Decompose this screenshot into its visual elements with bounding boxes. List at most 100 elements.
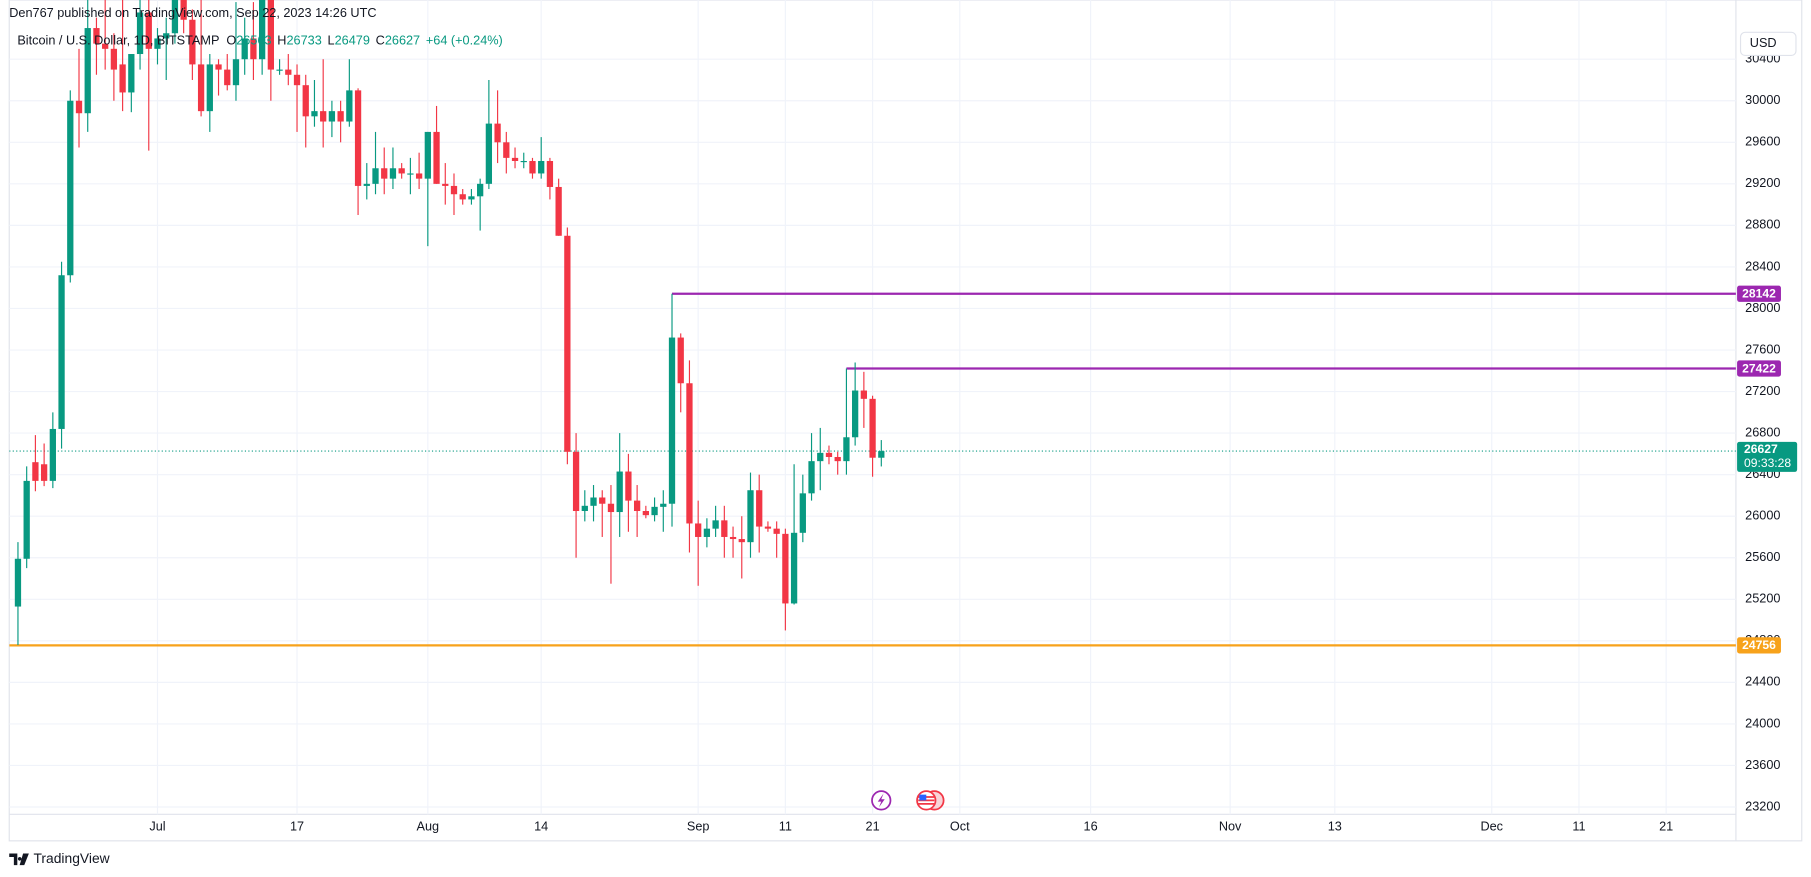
candle-body xyxy=(433,131,440,184)
x-tick-label: 16 xyxy=(1084,819,1098,833)
last-price-label: 26627 xyxy=(1744,442,1778,456)
candle-body xyxy=(721,520,728,537)
candle-body xyxy=(206,64,213,112)
plot xyxy=(9,0,1736,647)
candle-body xyxy=(136,12,144,55)
candle-body xyxy=(852,390,859,438)
candle-body xyxy=(224,69,231,86)
ohlc-letter: O xyxy=(226,34,236,48)
change: +64 (+0.24%) xyxy=(426,34,503,48)
ohlc-letter: H xyxy=(277,34,286,48)
candle-body xyxy=(442,183,449,186)
candle-body xyxy=(616,471,623,513)
candle-body xyxy=(346,90,353,122)
candle-body xyxy=(782,533,789,604)
x-tick-label: Nov xyxy=(1219,819,1242,833)
y-tick-label: 25600 xyxy=(1745,550,1780,564)
candle-body xyxy=(102,43,109,49)
candle-body xyxy=(276,69,283,71)
candle-body xyxy=(668,337,676,504)
candle-body xyxy=(834,456,841,462)
candle-body xyxy=(49,428,56,481)
currency-button[interactable] xyxy=(1739,31,1797,57)
candle-body xyxy=(40,464,48,481)
currency[interactable]: USD xyxy=(1750,36,1777,50)
candle-body xyxy=(538,160,545,174)
x-tick-label: Dec xyxy=(1480,819,1503,833)
candle-body xyxy=(773,528,780,534)
candle-body xyxy=(590,497,597,506)
x-tick-label: 11 xyxy=(779,819,792,833)
candle-body xyxy=(572,451,580,512)
y-tick-label: 23200 xyxy=(1745,799,1780,813)
chart-frame xyxy=(8,0,1803,842)
candle-body xyxy=(163,33,170,39)
candle-body xyxy=(250,38,257,60)
candle-body xyxy=(154,38,161,49)
candle-body xyxy=(84,28,91,114)
candle-body xyxy=(625,471,632,501)
candle-body xyxy=(14,558,22,607)
candle-body xyxy=(546,160,554,187)
candle-body xyxy=(633,500,641,512)
y-tick-label: 25200 xyxy=(1745,592,1780,606)
candle-body xyxy=(494,123,501,143)
ohlc-value: 26627 xyxy=(385,34,420,48)
candle-body xyxy=(686,383,693,524)
y-tick-label: 26800 xyxy=(1745,425,1780,439)
x-tick-label: 21 xyxy=(866,819,880,833)
y-tick-label: 29200 xyxy=(1745,176,1780,190)
candle-body xyxy=(285,69,292,75)
candle-body xyxy=(747,490,754,543)
x-tick-label: 17 xyxy=(290,819,304,833)
candle-body xyxy=(189,19,196,65)
brand-logo xyxy=(9,853,29,866)
x-tick-label: 13 xyxy=(1328,819,1342,833)
x-tick-label: Sep xyxy=(687,819,710,833)
candle-body xyxy=(651,506,658,516)
candle-body xyxy=(424,131,431,179)
candle-body xyxy=(564,235,571,452)
candle-body xyxy=(363,183,370,186)
level-label: 27422 xyxy=(1742,361,1776,375)
candle-body xyxy=(843,437,850,462)
candle-body xyxy=(459,194,466,200)
last-price-box xyxy=(1737,441,1798,472)
ohlc-value: 26563 xyxy=(236,34,271,48)
candle-body xyxy=(738,539,745,543)
x-tick-label: Aug xyxy=(417,819,440,833)
candle-body xyxy=(398,168,405,174)
candle-body xyxy=(119,64,126,93)
publisher: Den767 published on TradingView.com, Sep… xyxy=(9,6,376,20)
x-tick-label: Jul xyxy=(149,819,165,833)
y-tick-label: 28800 xyxy=(1745,218,1780,232)
candle-body xyxy=(67,100,74,276)
candle-body xyxy=(337,111,344,122)
countdown: 09:33:28 xyxy=(1744,456,1791,470)
candle-body xyxy=(511,157,519,161)
candle-body xyxy=(372,168,379,184)
candle-body xyxy=(389,168,397,179)
candle-body xyxy=(293,74,301,86)
x-tick-label: 11 xyxy=(1572,819,1585,833)
level-label-box xyxy=(1737,360,1781,377)
y-tick-label: 23600 xyxy=(1745,758,1780,772)
candle-body xyxy=(808,461,815,494)
candle-body xyxy=(75,100,83,114)
candle-body xyxy=(93,28,100,44)
level-label: 24756 xyxy=(1742,638,1776,652)
ohlc-value: 26733 xyxy=(286,34,321,48)
candle-body xyxy=(23,480,30,559)
candle-body xyxy=(215,64,222,70)
grid xyxy=(9,0,1736,815)
brand: TradingView xyxy=(33,850,110,866)
candle-body xyxy=(311,111,318,117)
candle-body xyxy=(171,0,179,34)
candle-body xyxy=(756,490,763,527)
candle-body xyxy=(241,38,248,60)
candle-body xyxy=(415,173,423,179)
y-tick-label: 26000 xyxy=(1745,509,1780,523)
candle-body xyxy=(503,142,510,158)
candle-body xyxy=(729,536,737,540)
candle-body xyxy=(599,497,606,504)
